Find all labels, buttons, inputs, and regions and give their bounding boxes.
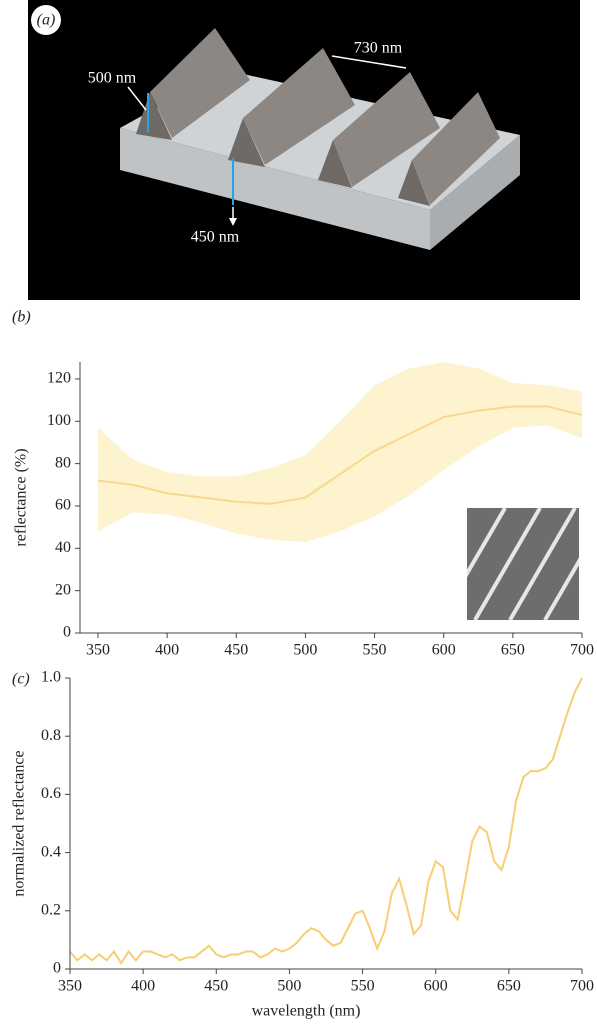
x-tick-label: 650 [497, 978, 521, 995]
y-tick-label: 0.6 [41, 785, 61, 802]
panel-a: (a) 500 nm 730 nm 450 nm [28, 0, 580, 300]
y-tick-label: 0 [53, 960, 61, 977]
x-tick-label: 600 [424, 978, 448, 995]
y-axis-label: normalized reflectance [11, 750, 28, 896]
panel-label-badge [31, 5, 61, 35]
leader-line [331, 55, 407, 69]
x-tick-label: 450 [204, 978, 228, 995]
prism-end [136, 92, 172, 140]
band [97, 362, 582, 542]
chart: 0 0.2 0.4 0.6 0.8 1.0 350 400 450 500 550 600 650 700… [11, 669, 594, 1020]
block-front [120, 128, 430, 250]
prism-face [412, 92, 500, 205]
y-tick-label: 60 [55, 497, 71, 514]
y-tick-label: 120 [47, 370, 71, 387]
panel-label: (c) [12, 671, 30, 688]
leader-line [127, 86, 147, 111]
chart: 0 20 40 60 80 100 120 350 400 450 500 550 600 650 700 (… [12, 309, 594, 659]
x-tick-label: 550 [363, 642, 387, 659]
y-tick-label: 0.2 [41, 901, 61, 918]
prism-face [243, 48, 355, 165]
x-tick-label: 350 [86, 642, 110, 659]
y-tick-label: 100 [47, 412, 71, 429]
prisms [136, 28, 500, 206]
y-axis-label: reflectance (%) [13, 448, 30, 546]
prism-end [228, 118, 265, 167]
y-tick-label: 0.8 [41, 727, 61, 744]
x-tick-label: 550 [351, 978, 375, 995]
x-tick-label: 700 [570, 642, 594, 659]
x-tick-label: 450 [224, 642, 248, 659]
prism-end [318, 140, 352, 188]
y-tick-label: 0.4 [41, 843, 61, 860]
x-tick-label: 500 [293, 642, 317, 659]
prism-face [333, 72, 440, 187]
line [97, 405, 583, 505]
y-tick-label: 1.0 [41, 669, 61, 686]
y-tick-label: 40 [55, 539, 71, 556]
x-tick-label: 700 [570, 978, 594, 995]
panel-label: (b) [12, 309, 31, 326]
arrow-head [229, 218, 237, 226]
inset-image [467, 508, 579, 620]
annotation: 500 nm [88, 70, 137, 87]
panel-label: (a) [37, 12, 56, 29]
x-tick-label: 400 [155, 642, 179, 659]
inset-stripes [467, 508, 579, 620]
annotation: 450 nm [191, 229, 240, 246]
prism-end [398, 160, 430, 206]
block-side [430, 135, 520, 250]
x-tick-label: 350 [58, 978, 82, 995]
x-tick-label: 400 [131, 978, 155, 995]
x-tick-label: 500 [277, 978, 301, 995]
x-axis-label: wavelength (nm) [252, 1003, 361, 1020]
prism-face [150, 28, 250, 138]
y-tick-label: 0 [63, 624, 71, 641]
x-tick-label: 650 [501, 642, 525, 659]
x-tick-label: 600 [432, 642, 456, 659]
y-tick-label: 20 [55, 581, 71, 598]
annotation: 730 nm [354, 40, 403, 57]
y-tick-label: 80 [55, 454, 71, 471]
line [69, 677, 583, 966]
